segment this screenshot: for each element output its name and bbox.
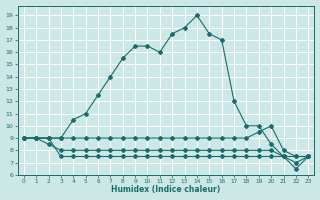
X-axis label: Humidex (Indice chaleur): Humidex (Indice chaleur)	[111, 185, 221, 194]
